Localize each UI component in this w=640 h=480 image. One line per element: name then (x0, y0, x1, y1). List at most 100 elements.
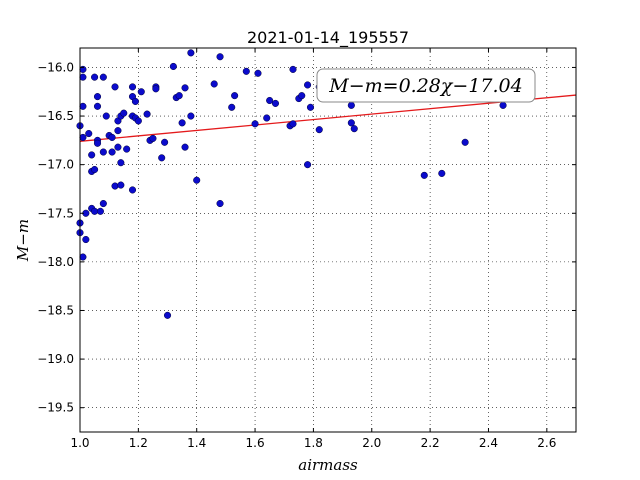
data-point (96, 207, 104, 215)
data-point (111, 83, 119, 91)
data-point (347, 101, 355, 109)
y-tick-label: −16.5 (37, 109, 74, 123)
x-tick-label: 2.2 (421, 436, 440, 450)
data-point (131, 97, 139, 106)
data-point (263, 114, 271, 122)
x-tick-label: 2.4 (479, 436, 498, 450)
data-point (216, 199, 224, 208)
x-tick-label: 2.0 (362, 436, 381, 450)
x-tick-label: 1.6 (246, 436, 265, 450)
data-point (187, 112, 195, 120)
plot-background (80, 48, 576, 432)
data-point (158, 154, 166, 162)
y-tick-label: −18.5 (37, 303, 74, 317)
data-point (79, 102, 87, 110)
data-point (181, 143, 189, 151)
data-point (161, 138, 169, 146)
data-point (169, 62, 177, 71)
data-point (120, 109, 128, 117)
data-point (79, 253, 87, 261)
data-point (266, 96, 274, 105)
data-point (350, 125, 358, 133)
data-point (420, 171, 428, 179)
y-tick-label: −19.0 (37, 352, 74, 366)
y-tick-label: −17.5 (37, 206, 74, 220)
fit-equation-text: M−m=0.28χ−17.04 (328, 75, 522, 97)
data-point (91, 73, 99, 81)
data-point (254, 69, 262, 77)
y-tick-label: −17.0 (37, 158, 74, 172)
fit-equation-frame (316, 68, 536, 103)
data-point (93, 139, 102, 147)
data-point (181, 84, 189, 92)
data-point (123, 145, 131, 153)
data-point (187, 49, 195, 57)
data-point (210, 80, 218, 88)
data-point (242, 67, 250, 75)
y-tick-label: −18.0 (37, 255, 74, 269)
fit-equation-box: M−m=0.28χ−17.04 (316, 68, 536, 103)
data-point (128, 186, 137, 194)
data-point (251, 120, 259, 128)
data-point (79, 133, 87, 141)
data-point (178, 119, 186, 127)
data-point (149, 134, 157, 142)
x-tick-label: 1.4 (187, 436, 206, 450)
data-point (79, 73, 87, 81)
data-point (289, 120, 297, 128)
data-point (137, 88, 145, 96)
y-tick-label: −19.5 (37, 401, 74, 415)
data-point (128, 83, 137, 91)
data-point (152, 85, 160, 93)
data-point (134, 117, 142, 125)
data-point (306, 103, 315, 111)
data-point (163, 311, 172, 319)
x-tick-label: 1.0 (70, 436, 89, 450)
data-points (76, 49, 507, 319)
x-tick-label: 1.8 (304, 436, 323, 450)
data-point (438, 169, 446, 177)
data-point (347, 119, 355, 127)
data-point (85, 129, 93, 138)
data-point (99, 148, 107, 156)
data-point (304, 81, 312, 89)
data-point (91, 165, 99, 174)
data-point (143, 110, 151, 118)
data-point (228, 103, 236, 111)
data-point (315, 126, 323, 134)
x-tick-label: 1.2 (129, 436, 148, 450)
data-point (88, 151, 96, 159)
data-point (117, 159, 125, 167)
data-point (193, 176, 201, 184)
data-point (289, 65, 297, 73)
data-point (231, 92, 239, 100)
data-point (114, 127, 122, 135)
chart-title: 2021-01-14_195557 (247, 28, 409, 48)
plot-area: 1.0 1.2 1.4 1.6 1.8 2.0 2.2 2.4 2.6 −16.0 −16.5 −17… (37, 47, 577, 450)
data-point (114, 143, 122, 151)
data-point (216, 53, 224, 61)
data-point (175, 92, 183, 100)
fit-layer (79, 94, 577, 142)
data-point (111, 182, 119, 190)
data-point (102, 112, 110, 120)
x-axis-label: airmass (298, 456, 358, 474)
data-point (117, 181, 125, 189)
data-point (271, 99, 280, 107)
axis-ticks: 1.0 1.2 1.4 1.6 1.8 2.0 2.2 2.4 2.6 −16.0 −16.5 −17… (37, 48, 576, 450)
grid-lines (80, 48, 576, 432)
data-point (99, 199, 107, 208)
data-point (461, 138, 469, 146)
x-tick-label: 2.6 (537, 436, 556, 450)
data-point (108, 133, 116, 141)
data-point (298, 92, 306, 100)
plot-frame (79, 47, 577, 433)
fit-line (79, 94, 577, 142)
data-point (82, 235, 90, 244)
data-point (99, 73, 107, 81)
data-point (499, 101, 507, 109)
y-tick-label: −16.0 (37, 60, 74, 74)
data-point (93, 93, 102, 101)
